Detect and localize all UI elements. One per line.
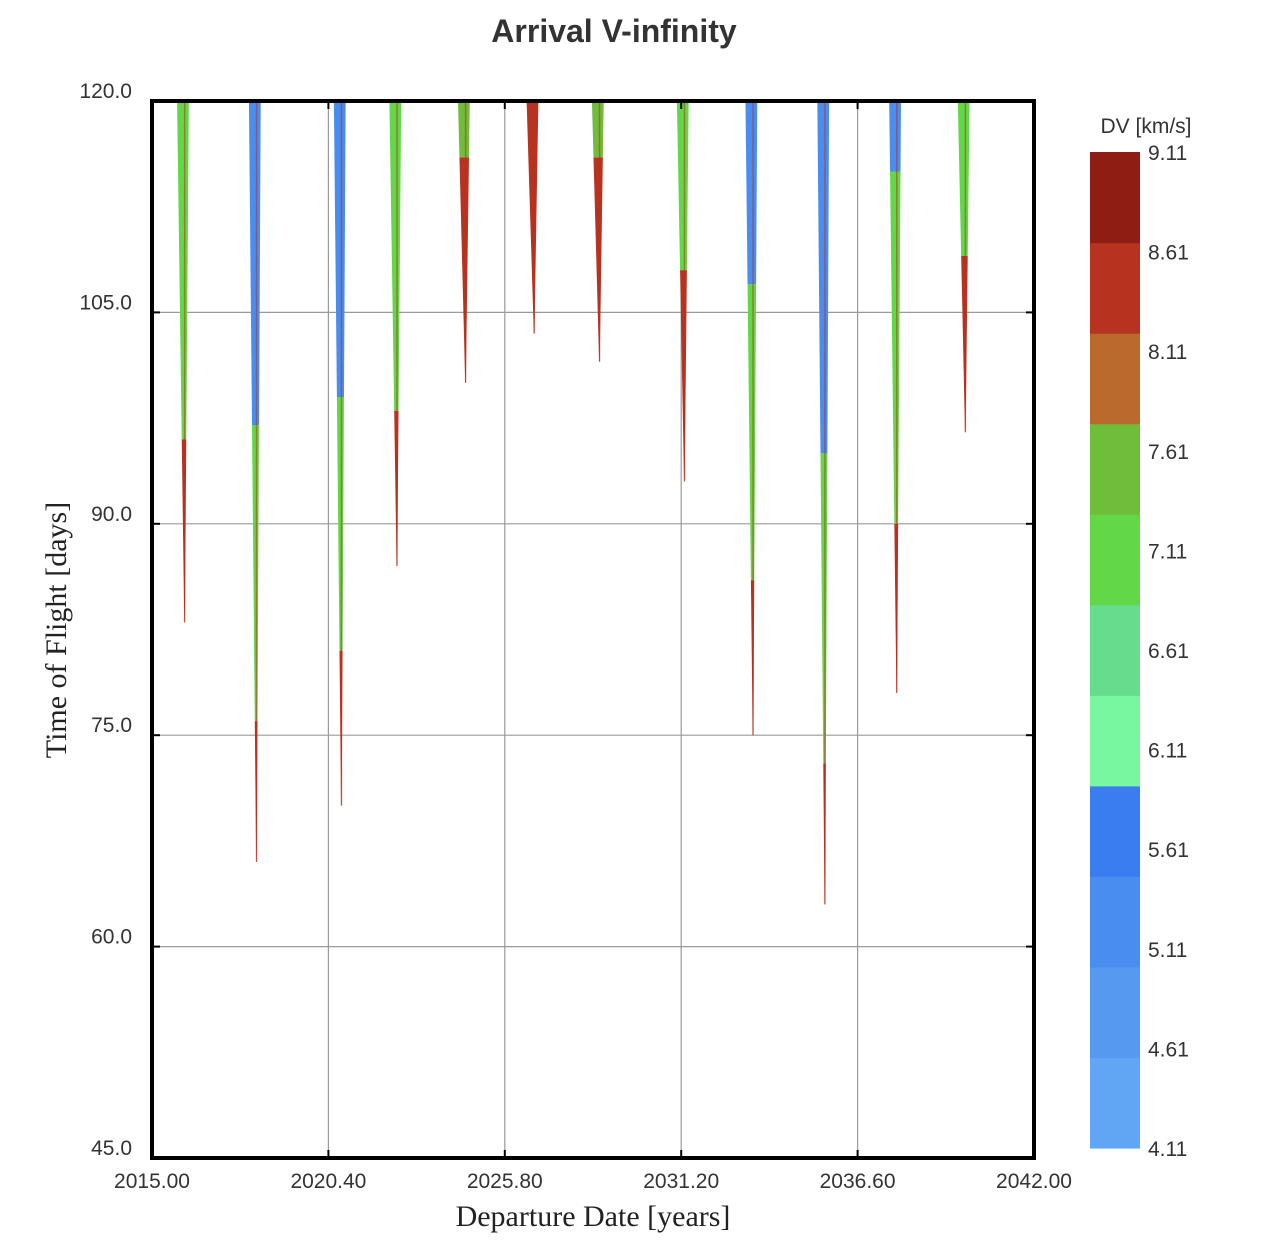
colorbar-tick-label: 5.61 xyxy=(1148,839,1189,862)
x-tick-label: 2042.00 xyxy=(996,1170,1072,1193)
launch-window xyxy=(889,101,901,693)
window-band xyxy=(890,171,901,524)
x-axis-label: Departure Date [years] xyxy=(456,1200,731,1233)
y-tick-label: 75.0 xyxy=(91,714,132,737)
y-tick-label: 105.0 xyxy=(79,291,132,314)
launch-window xyxy=(389,101,402,567)
window-band xyxy=(747,284,757,581)
window-band xyxy=(820,453,828,764)
x-tick-label: 2036.60 xyxy=(820,1170,896,1193)
colorbar-tick-label: 9.11 xyxy=(1148,142,1187,165)
colorbar-tick-label: 8.61 xyxy=(1148,242,1189,265)
window-band xyxy=(252,425,260,722)
window-band xyxy=(593,157,603,362)
y-tick-label: 120.0 xyxy=(79,80,132,103)
chart-title: Arrival V-infinity xyxy=(491,13,737,49)
windows-layer xyxy=(177,101,970,905)
window-band xyxy=(248,101,261,426)
colorbar-tick-label: 6.11 xyxy=(1148,740,1187,763)
launch-window xyxy=(745,101,758,736)
launch-window xyxy=(333,101,346,806)
colorbar: 4.11 4.61 5.11 5.61 6.11 6.61 7.11 7.61 8.11 8.61… xyxy=(1090,142,1189,1161)
x-tick-label: 2031.20 xyxy=(643,1170,719,1193)
window-band xyxy=(526,101,539,334)
colorbar-title: DV [km/s] xyxy=(1100,115,1191,138)
window-band xyxy=(333,101,346,397)
grid-layer xyxy=(152,101,1034,1158)
launch-window xyxy=(177,101,189,623)
window-band xyxy=(961,256,968,433)
y-tick-label: 60.0 xyxy=(91,926,132,949)
window-band xyxy=(676,101,689,271)
launch-window xyxy=(676,101,689,482)
y-tick-label: 90.0 xyxy=(91,503,132,526)
window-band xyxy=(889,101,901,172)
colorbar-tick-label: 6.61 xyxy=(1148,640,1189,663)
window-band xyxy=(957,101,970,257)
colorbar-segment xyxy=(1090,423,1140,515)
colorbar-tick-label: 7.11 xyxy=(1148,540,1187,563)
window-band xyxy=(745,101,758,285)
window-band xyxy=(458,101,470,158)
colorbar-segment xyxy=(1090,604,1140,696)
colorbar-tick-label: 4.11 xyxy=(1148,1138,1187,1161)
window-band xyxy=(817,101,830,454)
colorbar-segment xyxy=(1090,876,1140,968)
launch-window xyxy=(957,101,970,433)
x-tick-label: 2025.80 xyxy=(467,1170,543,1193)
launch-window xyxy=(458,101,470,383)
colorbar-tick-label: 5.11 xyxy=(1148,939,1187,962)
colorbar-segment xyxy=(1090,514,1140,606)
colorbar-segment xyxy=(1090,785,1140,877)
ticks-layer: 2015.00 2020.40 2025.80 2031.20 2036.60 2042.… xyxy=(79,80,1072,1193)
window-band xyxy=(389,101,402,412)
x-tick-label: 2015.00 xyxy=(114,1170,190,1193)
window-band xyxy=(591,101,604,158)
y-axis-label: Time of Flight [days] xyxy=(40,502,73,758)
colorbar-tick-label: 4.61 xyxy=(1148,1038,1189,1061)
x-tick-label: 2020.40 xyxy=(290,1170,366,1193)
colorbar-segment xyxy=(1090,242,1140,334)
window-band xyxy=(459,157,469,383)
launch-window xyxy=(248,101,261,863)
y-tick-label: 45.0 xyxy=(91,1137,132,1160)
colorbar-segment xyxy=(1090,966,1140,1059)
colorbar-segment xyxy=(1090,333,1140,425)
launch-window xyxy=(526,101,539,334)
colorbar-segment xyxy=(1090,1057,1140,1149)
launch-window xyxy=(591,101,604,362)
plot-frame xyxy=(150,99,1036,1160)
window-band xyxy=(177,101,189,440)
colorbar-tick-label: 8.11 xyxy=(1148,341,1187,364)
colorbar-segment xyxy=(1090,695,1140,787)
launch-window xyxy=(817,101,830,905)
colorbar-tick-label: 7.61 xyxy=(1148,441,1189,464)
colorbar-segment xyxy=(1090,152,1140,244)
